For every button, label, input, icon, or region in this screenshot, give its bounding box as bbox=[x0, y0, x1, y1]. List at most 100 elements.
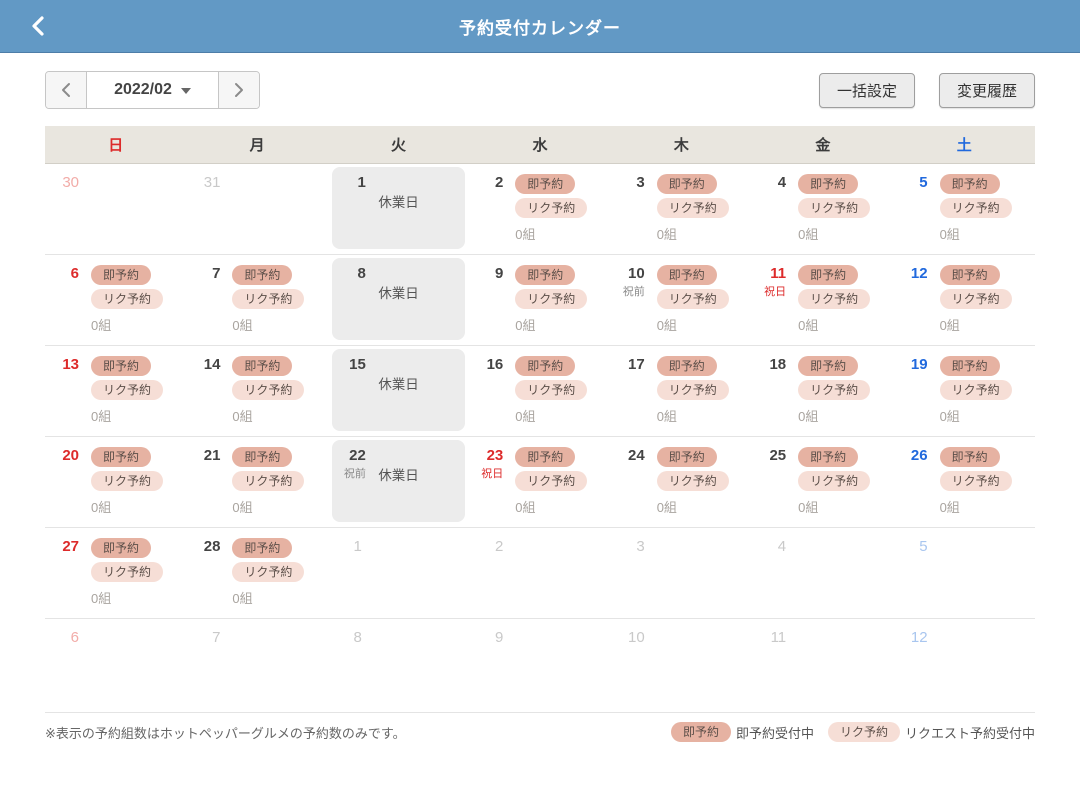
day-number: 6 bbox=[70, 629, 79, 646]
instant-booking-badge: 即予約 bbox=[798, 265, 859, 285]
month-select[interactable]: 2022/02 bbox=[87, 72, 218, 108]
next-month-button[interactable] bbox=[218, 72, 259, 108]
calendar-day-cell[interactable]: 25 即予約 リク予約 0組 bbox=[752, 437, 893, 527]
calendar-day-cell[interactable]: 27 即予約 リク予約 0組 bbox=[45, 528, 186, 618]
back-button[interactable] bbox=[18, 0, 58, 52]
request-booking-badge: リク予約 bbox=[91, 289, 164, 309]
instant-booking-badge: 即予約 bbox=[232, 356, 293, 376]
day-number: 19 bbox=[910, 356, 928, 373]
holiday-note: 祝日 bbox=[481, 468, 504, 480]
day-number: 5 bbox=[919, 538, 928, 555]
holiday-note: 祝前 bbox=[343, 468, 366, 480]
instant-booking-badge: 即予約 bbox=[939, 265, 1000, 285]
request-booking-badge: リク予約 bbox=[656, 289, 729, 309]
day-number: 4 bbox=[777, 174, 787, 191]
calendar-day-cell[interactable]: 12 即予約 リク予約 0組 bbox=[894, 255, 1035, 345]
calendar-day-cell: 7 bbox=[186, 619, 327, 712]
calendar-day-cell[interactable]: 24 即予約 リク予約 0組 bbox=[611, 437, 752, 527]
calendar-day-cell: 12 bbox=[894, 619, 1035, 712]
calendar-day-cell[interactable]: 10 祝前 即予約 リク予約 0組 bbox=[611, 255, 752, 345]
calendar-day-cell[interactable]: 14 即予約 リク予約 0組 bbox=[186, 346, 327, 436]
calendar-day-cell[interactable]: 3 即予約 リク予約 0組 bbox=[611, 164, 752, 254]
calendar-day-cell[interactable]: 5 即予約 リク予約 0組 bbox=[894, 164, 1035, 254]
instant-booking-badge: 即予約 bbox=[656, 447, 717, 467]
legend-item: リク予約 リクエスト予約受付中 bbox=[827, 722, 1035, 742]
request-booking-badge: リク予約 bbox=[515, 289, 588, 309]
instant-booking-badge: 即予約 bbox=[939, 174, 1000, 194]
day-number: 7 bbox=[212, 629, 221, 646]
legend: 即予約 即予約受付中 リク予約 リクエスト予約受付中 bbox=[670, 722, 1035, 742]
reservation-count: 0組 bbox=[656, 318, 677, 333]
calendar-day-cell[interactable]: 17 即予約 リク予約 0組 bbox=[611, 346, 752, 436]
reservation-count: 0組 bbox=[939, 227, 960, 242]
closed-day-box: 22 祝前 休業日 bbox=[331, 440, 466, 522]
calendar-day-cell[interactable]: 16 即予約 リク予約 0組 bbox=[469, 346, 610, 436]
month-navigator: 2022/02 bbox=[45, 71, 260, 109]
prev-month-button[interactable] bbox=[46, 72, 87, 108]
calendar-day-cell[interactable]: 21 即予約 リク予約 0組 bbox=[186, 437, 327, 527]
instant-booking-badge: 即予約 bbox=[91, 356, 152, 376]
calendar-day-cell[interactable]: 7 即予約リク予約 0組 bbox=[186, 255, 327, 345]
reservation-count: 0組 bbox=[798, 318, 819, 333]
instant-booking-badge: 即予約 bbox=[515, 265, 576, 285]
closed-day-label: 休業日 bbox=[378, 286, 419, 301]
calendar-day-cell: 8 bbox=[328, 619, 469, 712]
footer: ※表示の予約組数はホットペッパーグルメの予約数のみです。 即予約 即予約受付中 リク… bbox=[45, 713, 1035, 742]
calendar-week-row: 27 即予約 リク予約 0組 28 即予約 リク予約 0組 1 2 3 4 5 bbox=[45, 528, 1035, 619]
legend-label: 即予約受付中 bbox=[735, 725, 814, 741]
day-number: 26 bbox=[910, 447, 928, 464]
calendar-day-cell[interactable]: 28 即予約 リク予約 0組 bbox=[186, 528, 327, 618]
calendar-day-cell[interactable]: 1 休業日 bbox=[328, 164, 469, 254]
reservation-count: 0組 bbox=[232, 500, 253, 515]
calendar-day-cell[interactable]: 19 即予約 リク予約 0組 bbox=[894, 346, 1035, 436]
reservation-count: 0組 bbox=[798, 409, 819, 424]
calendar-grid: 30 31 1 休業日 2 即予約 リク予約 0組 3 即予約 リク予約 0組 4 即予約 リク予約 0組 5 即… bbox=[45, 164, 1035, 713]
day-number: 6 bbox=[70, 265, 79, 282]
toolbar: 2022/02 一括設定 変更履歴 bbox=[0, 71, 1080, 109]
calendar-day-cell[interactable]: 11 祝日 即予約 リク予約 0組 bbox=[752, 255, 893, 345]
day-number: 4 bbox=[777, 538, 787, 555]
day-number: 12 bbox=[910, 629, 928, 646]
reservation-count: 0組 bbox=[515, 500, 536, 515]
weekday-header-cell: 日 bbox=[108, 137, 124, 154]
day-number: 16 bbox=[486, 356, 504, 373]
chevron-left-icon bbox=[32, 16, 44, 36]
calendar-day-cell[interactable]: 4 即予約 リク予約 0組 bbox=[752, 164, 893, 254]
request-booking-badge: リク予約 bbox=[656, 198, 729, 218]
calendar-day-cell[interactable]: 8 休業日 bbox=[328, 255, 469, 345]
day-number: 31 bbox=[203, 174, 221, 191]
calendar-day-cell[interactable]: 13 即予約 リク予約 0組 bbox=[45, 346, 186, 436]
change-history-button[interactable]: 変更履歴 bbox=[938, 73, 1035, 108]
calendar-day-cell[interactable]: 18 即予約 リク予約 0組 bbox=[752, 346, 893, 436]
instant-booking-badge: 即予約 bbox=[798, 174, 859, 194]
day-number: 14 bbox=[203, 356, 221, 373]
request-booking-badge: リク予約 bbox=[515, 380, 588, 400]
request-booking-badge: リク予約 bbox=[91, 471, 164, 491]
reservation-count: 0組 bbox=[232, 318, 253, 333]
day-number: 20 bbox=[62, 447, 79, 464]
calendar-day-cell[interactable]: 2 即予約 リク予約 0組 bbox=[469, 164, 610, 254]
day-number: 12 bbox=[910, 265, 928, 282]
instant-booking-badge: 即予約 bbox=[91, 538, 152, 558]
instant-booking-badge: 即予約 bbox=[232, 265, 293, 285]
calendar-day-cell[interactable]: 26 即予約 リク予約 0組 bbox=[894, 437, 1035, 527]
calendar-day-cell[interactable]: 23 祝日 即予約 リク予約 0組 bbox=[469, 437, 610, 527]
calendar-day-cell[interactable]: 20 即予約 リク予約 0組 bbox=[45, 437, 186, 527]
day-number: 1 bbox=[353, 538, 362, 555]
day-number: 15 bbox=[349, 356, 366, 373]
day-number: 25 bbox=[769, 447, 787, 464]
day-number: 2 bbox=[494, 538, 504, 555]
calendar-day-cell[interactable]: 6 即予約 リク予約 0組 bbox=[45, 255, 186, 345]
topbar: 予約受付カレンダー bbox=[0, 0, 1080, 53]
day-number: 13 bbox=[62, 356, 79, 373]
day-number: 5 bbox=[919, 174, 928, 191]
reservation-count: 0組 bbox=[515, 409, 536, 424]
calendar-day-cell[interactable]: 22 祝前 休業日 bbox=[328, 437, 469, 527]
calendar-day-cell[interactable]: 15 休業日 bbox=[328, 346, 469, 436]
day-number: 7 bbox=[212, 265, 221, 282]
batch-settings-button[interactable]: 一括設定 bbox=[818, 73, 915, 108]
request-booking-badge: リク予約 bbox=[515, 471, 588, 491]
calendar-day-cell[interactable]: 9 即予約 リク予約 0組 bbox=[469, 255, 610, 345]
instant-booking-badge: 即予約 bbox=[515, 174, 576, 194]
request-booking-badge: リク予約 bbox=[232, 289, 305, 309]
